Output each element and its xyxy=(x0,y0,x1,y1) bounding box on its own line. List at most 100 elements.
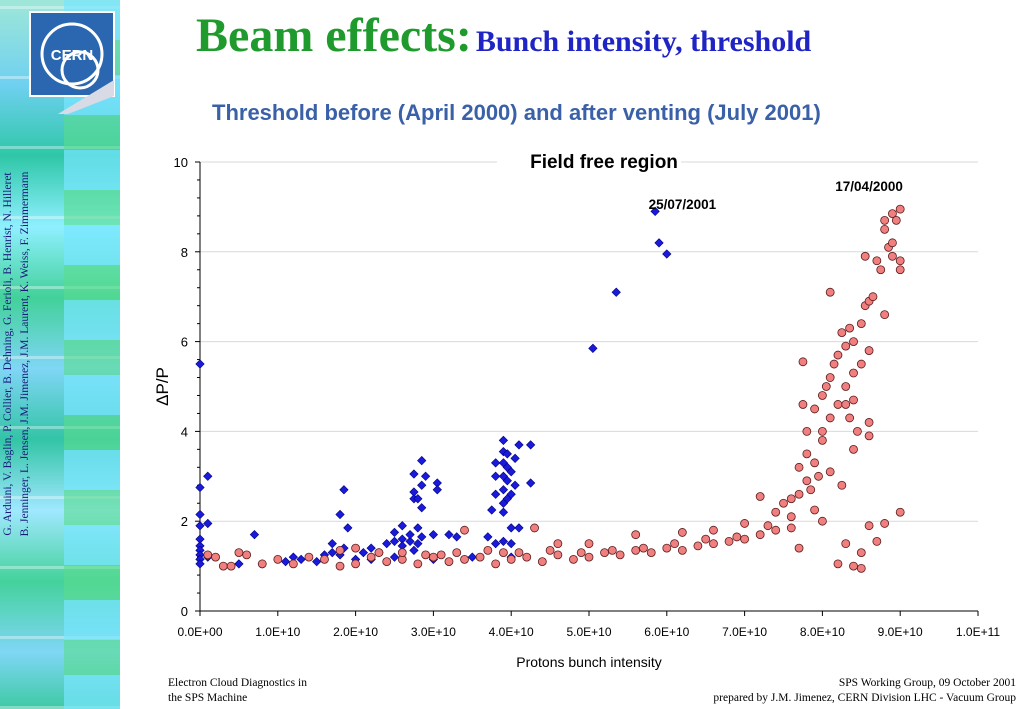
data-point-2001 xyxy=(389,527,400,538)
data-point-2001 xyxy=(397,521,407,531)
data-point-2001 xyxy=(327,539,337,549)
data-point-2000 xyxy=(786,494,796,504)
data-point-2001 xyxy=(510,453,520,463)
data-point-2000 xyxy=(845,413,855,423)
x-axis-title: Protons bunch intensity xyxy=(516,654,662,670)
data-point-2000 xyxy=(413,559,423,569)
data-point-2000 xyxy=(304,552,314,562)
data-point-2000 xyxy=(242,550,252,560)
data-point-2001 xyxy=(405,536,415,547)
data-point-2001 xyxy=(417,503,427,513)
data-point-2000 xyxy=(226,561,236,571)
data-point-2000 xyxy=(491,559,501,569)
footer-right-line-2: prepared by J.M. Jimenez, CERN Division … xyxy=(713,692,1016,704)
data-point-2000 xyxy=(569,554,578,564)
data-point-2001 xyxy=(343,523,353,533)
data-point-2000 xyxy=(600,548,609,558)
chart-title: Field free region xyxy=(530,152,678,173)
data-point-2000 xyxy=(203,550,213,560)
data-point-2000 xyxy=(841,539,851,549)
data-point-2000 xyxy=(709,539,718,549)
data-point-2000 xyxy=(755,530,765,540)
data-point-2001 xyxy=(498,507,509,517)
data-point-2000 xyxy=(662,543,672,553)
data-point-2000 xyxy=(506,554,516,564)
data-point-2001 xyxy=(382,539,392,549)
data-point-2000 xyxy=(234,548,244,558)
data-point-2000 xyxy=(351,543,361,553)
data-point-2000 xyxy=(273,554,283,564)
data-point-2000 xyxy=(833,559,843,569)
data-point-2000 xyxy=(421,550,431,560)
title-main: Beam effects: xyxy=(196,9,472,62)
data-point-2001 xyxy=(526,440,536,450)
data-point-2000 xyxy=(460,525,469,535)
data-point-2000 xyxy=(821,382,831,391)
data-point-2000 xyxy=(802,449,812,459)
data-point-2000 xyxy=(825,373,835,382)
y-axis-title: ΔP/P xyxy=(153,367,172,406)
data-point-2001 xyxy=(467,552,477,562)
data-point-2000 xyxy=(639,543,648,553)
x-tick-label: 0.0E+00 xyxy=(177,625,222,639)
data-point-2000 xyxy=(211,552,220,562)
data-point-2000 xyxy=(452,548,462,558)
data-point-2001 xyxy=(526,478,536,488)
data-point-2001 xyxy=(413,539,423,549)
data-point-2000 xyxy=(864,418,874,427)
data-point-2000 xyxy=(880,519,890,528)
annotation-label: 25/07/2001 xyxy=(649,197,717,212)
data-point-2000 xyxy=(833,400,843,409)
data-point-2000 xyxy=(763,521,773,531)
data-point-2000 xyxy=(880,215,890,225)
data-point-2001 xyxy=(413,494,423,504)
data-point-2000 xyxy=(677,528,687,537)
data-point-2000 xyxy=(833,350,843,360)
data-point-2001 xyxy=(195,482,205,493)
credits-line-2: B. Jenninger, L. Jensen, J.M. Jimenez, J… xyxy=(19,171,31,537)
data-point-2000 xyxy=(845,323,855,333)
data-point-2000 xyxy=(335,561,345,571)
data-point-2000 xyxy=(888,238,897,248)
data-point-2000 xyxy=(771,525,781,535)
data-point-2000 xyxy=(646,548,656,558)
data-point-2000 xyxy=(374,548,384,558)
data-point-2001 xyxy=(203,471,213,481)
data-point-2000 xyxy=(397,548,407,558)
cern-logo: CERN xyxy=(29,11,115,114)
data-point-2000 xyxy=(428,552,438,562)
data-point-2000 xyxy=(724,537,734,546)
data-point-2001 xyxy=(327,548,337,558)
data-point-2000 xyxy=(382,557,392,567)
data-point-2001 xyxy=(195,521,205,531)
data-point-2000 xyxy=(825,467,835,477)
data-point-2000 xyxy=(825,287,835,297)
data-point-2000 xyxy=(891,215,901,225)
data-point-2001 xyxy=(444,530,454,540)
y-tick-label: 4 xyxy=(181,424,188,439)
data-point-2001 xyxy=(358,548,369,558)
data-point-2001 xyxy=(195,559,205,569)
data-point-2000 xyxy=(615,550,625,560)
x-tick-label: 4.0E+10 xyxy=(489,625,534,639)
data-point-2001 xyxy=(514,523,524,533)
data-point-2000 xyxy=(584,552,594,562)
x-tick-label: 6.0E+10 xyxy=(644,625,689,639)
data-point-2000 xyxy=(771,507,781,517)
data-point-2000 xyxy=(576,548,586,558)
data-point-2001 xyxy=(280,556,291,567)
data-point-2001 xyxy=(514,440,524,450)
data-point-2001 xyxy=(417,480,427,490)
data-point-2001 xyxy=(506,539,516,549)
data-point-2000 xyxy=(522,552,532,562)
data-point-2001 xyxy=(452,532,462,542)
data-point-2000 xyxy=(856,563,866,573)
data-point-2001 xyxy=(428,530,439,540)
data-point-2000 xyxy=(818,391,827,400)
data-point-2000 xyxy=(825,413,835,423)
data-point-2000 xyxy=(779,498,788,508)
data-point-2000 xyxy=(818,426,827,436)
data-point-2000 xyxy=(218,561,228,571)
data-point-2001 xyxy=(409,487,419,497)
data-point-2000 xyxy=(584,539,594,549)
